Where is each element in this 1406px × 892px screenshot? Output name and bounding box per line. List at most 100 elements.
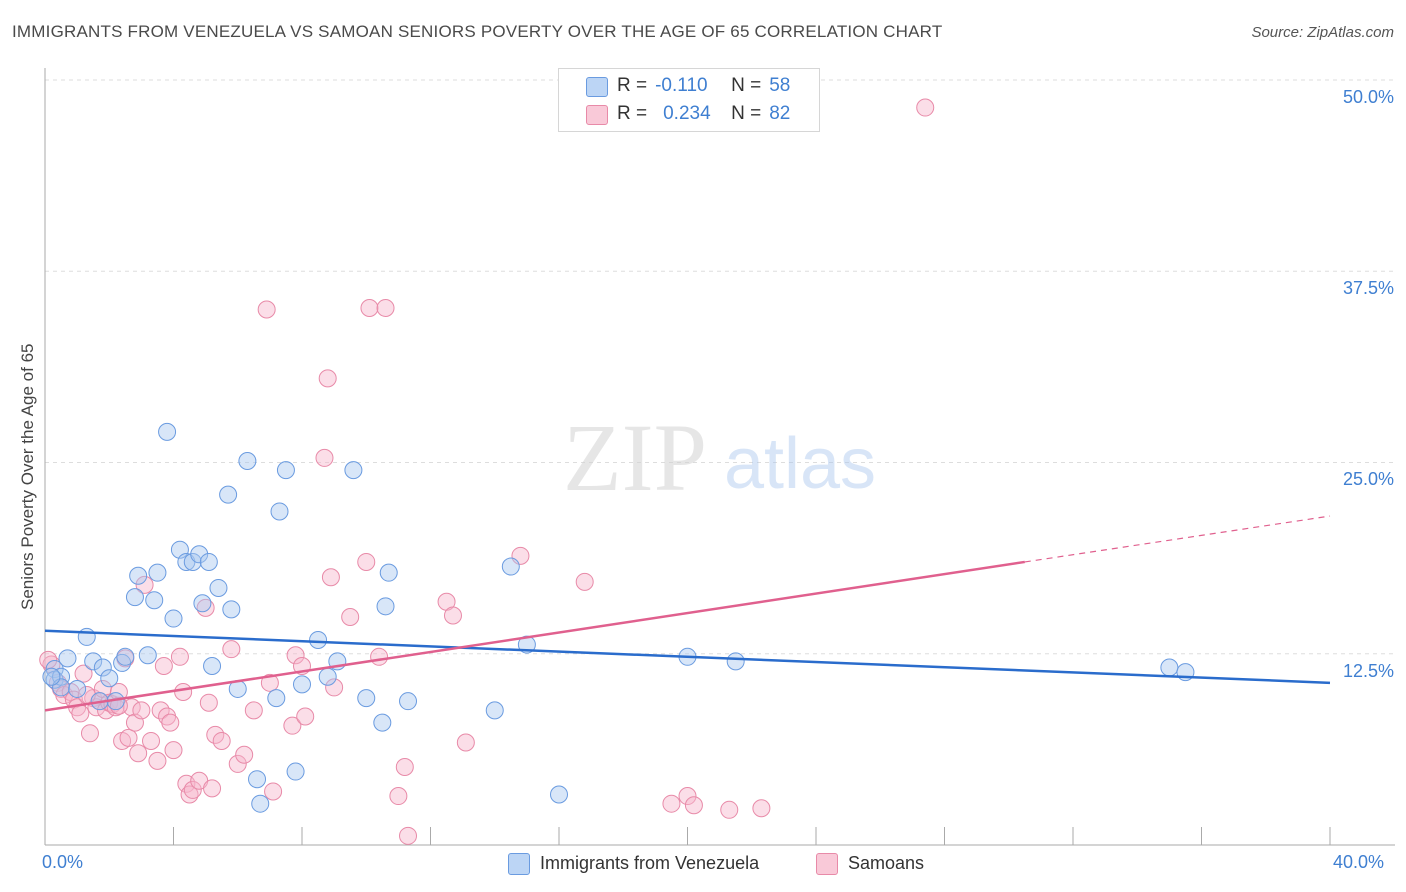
venezuela-point [42, 667, 61, 686]
venezuela-point [209, 578, 228, 597]
venezuela-point [501, 557, 520, 576]
venezuela-point [357, 689, 376, 708]
stats-legend: R = -0.110 N = 58 R = 0.234 N = 82 [558, 68, 820, 132]
chart-title: IMMIGRANTS FROM VENEZUELA VS SAMOAN SENI… [12, 22, 943, 41]
legend-n-value: 82 [769, 103, 791, 124]
venezuela-point [726, 652, 745, 671]
samoans-point [71, 704, 90, 723]
samoans-point [148, 751, 167, 770]
samoans-point [370, 647, 389, 666]
venezuela-point [193, 594, 212, 613]
samoans-point [164, 741, 183, 760]
samoans-trend-line [44, 560, 1025, 712]
y-axis-label: Seniors Poverty Over the Age of 65 [18, 343, 37, 610]
venezuela-point [373, 713, 392, 732]
venezuela-point [84, 652, 103, 671]
samoans-point [283, 716, 302, 735]
legend-r-value: 0.234 [663, 103, 711, 124]
venezuela-point [293, 675, 311, 694]
source-label: Source: ZipAtlas.com [1251, 24, 1394, 41]
legend-swatch-blue [586, 77, 608, 97]
samoans-point [376, 298, 395, 317]
x-tick-label-max: 40.0% [1333, 852, 1385, 872]
samoans-point [318, 369, 337, 388]
samoans-point [916, 98, 935, 117]
samoans-point [142, 731, 161, 750]
legend-r-label: R = [617, 75, 648, 96]
venezuela-point [52, 667, 71, 686]
venezuela-point [129, 566, 148, 585]
legend-row-venezuela: R = -0.110 N = 58 [617, 74, 790, 98]
venezuela-point [219, 485, 238, 504]
samoans-point [244, 701, 263, 720]
x-tick-label-min: 0.0% [42, 852, 84, 872]
gridlines [45, 79, 1395, 655]
venezuela-point [379, 563, 398, 582]
samoans-point [341, 608, 360, 627]
bottom-legend-samoans: Samoans [848, 853, 925, 873]
samoans-point [720, 800, 739, 819]
legend-n-label: N = [731, 75, 762, 96]
samoans-point [257, 300, 276, 319]
samoans-point [203, 779, 222, 798]
samoans-point [395, 757, 414, 776]
legend-row-samoans: R = 0.234 N = 82 [617, 102, 790, 126]
venezuela-point [58, 649, 77, 668]
legend-n-label: N = [731, 103, 762, 124]
venezuela-point [267, 689, 286, 708]
samoans-point [443, 606, 462, 625]
samoans-point [80, 724, 99, 743]
venezuela-point [344, 461, 363, 480]
samoans-point [235, 745, 254, 764]
venezuela-point [93, 658, 112, 677]
legend-r-value: -0.110 [655, 75, 708, 96]
trend-lines [44, 515, 1331, 712]
samoans-point [212, 731, 231, 750]
venezuela-point [158, 422, 177, 441]
y-tick-label: 25.0% [1342, 469, 1394, 489]
y-tick-label: 12.5% [1342, 661, 1394, 681]
venezuela-point [251, 794, 270, 813]
venezuela-point [145, 591, 164, 610]
venezuela-point [148, 563, 167, 582]
venezuela-point [238, 451, 257, 470]
samoans-point [228, 754, 247, 773]
samoans-point [684, 796, 703, 815]
watermark-zip: ZIP [563, 404, 707, 511]
samoans-point [132, 701, 151, 720]
samoans-point [119, 728, 138, 747]
samoans-point [296, 707, 315, 726]
samoans-point [325, 678, 344, 697]
venezuela-point [248, 770, 267, 789]
samoans-point [456, 733, 475, 752]
venezuela-point [550, 785, 568, 804]
venezuela-point [399, 692, 418, 711]
venezuela-point [376, 597, 395, 616]
samoans-point [678, 787, 697, 806]
samoans-trend-extension [1024, 515, 1331, 563]
samoans-point [321, 568, 340, 587]
venezuela-point [138, 646, 157, 665]
venezuela-point [222, 600, 241, 619]
samoans-point [74, 664, 93, 683]
samoans-point [286, 646, 305, 665]
venezuela-trend-line [44, 629, 1331, 685]
samoans-point [161, 713, 180, 732]
venezuela-point [190, 545, 209, 564]
samoans-point [315, 448, 334, 467]
legend-n-value: 58 [769, 75, 791, 96]
watermark: ZIP atlas [563, 404, 876, 511]
bottom-legend-swatch-pink [816, 853, 838, 875]
venezuela-point [276, 461, 295, 480]
venezuela-point [203, 656, 222, 675]
samoans-point [222, 640, 241, 659]
samoans-point [135, 575, 154, 594]
venezuela-point [68, 679, 87, 698]
venezuela-point [164, 609, 183, 628]
legend-swatch-pink [586, 105, 608, 125]
samoans-point [174, 683, 193, 701]
samoans-point [575, 572, 594, 591]
y-tick-label: 37.5% [1342, 278, 1394, 298]
venezuela-point [309, 630, 328, 649]
